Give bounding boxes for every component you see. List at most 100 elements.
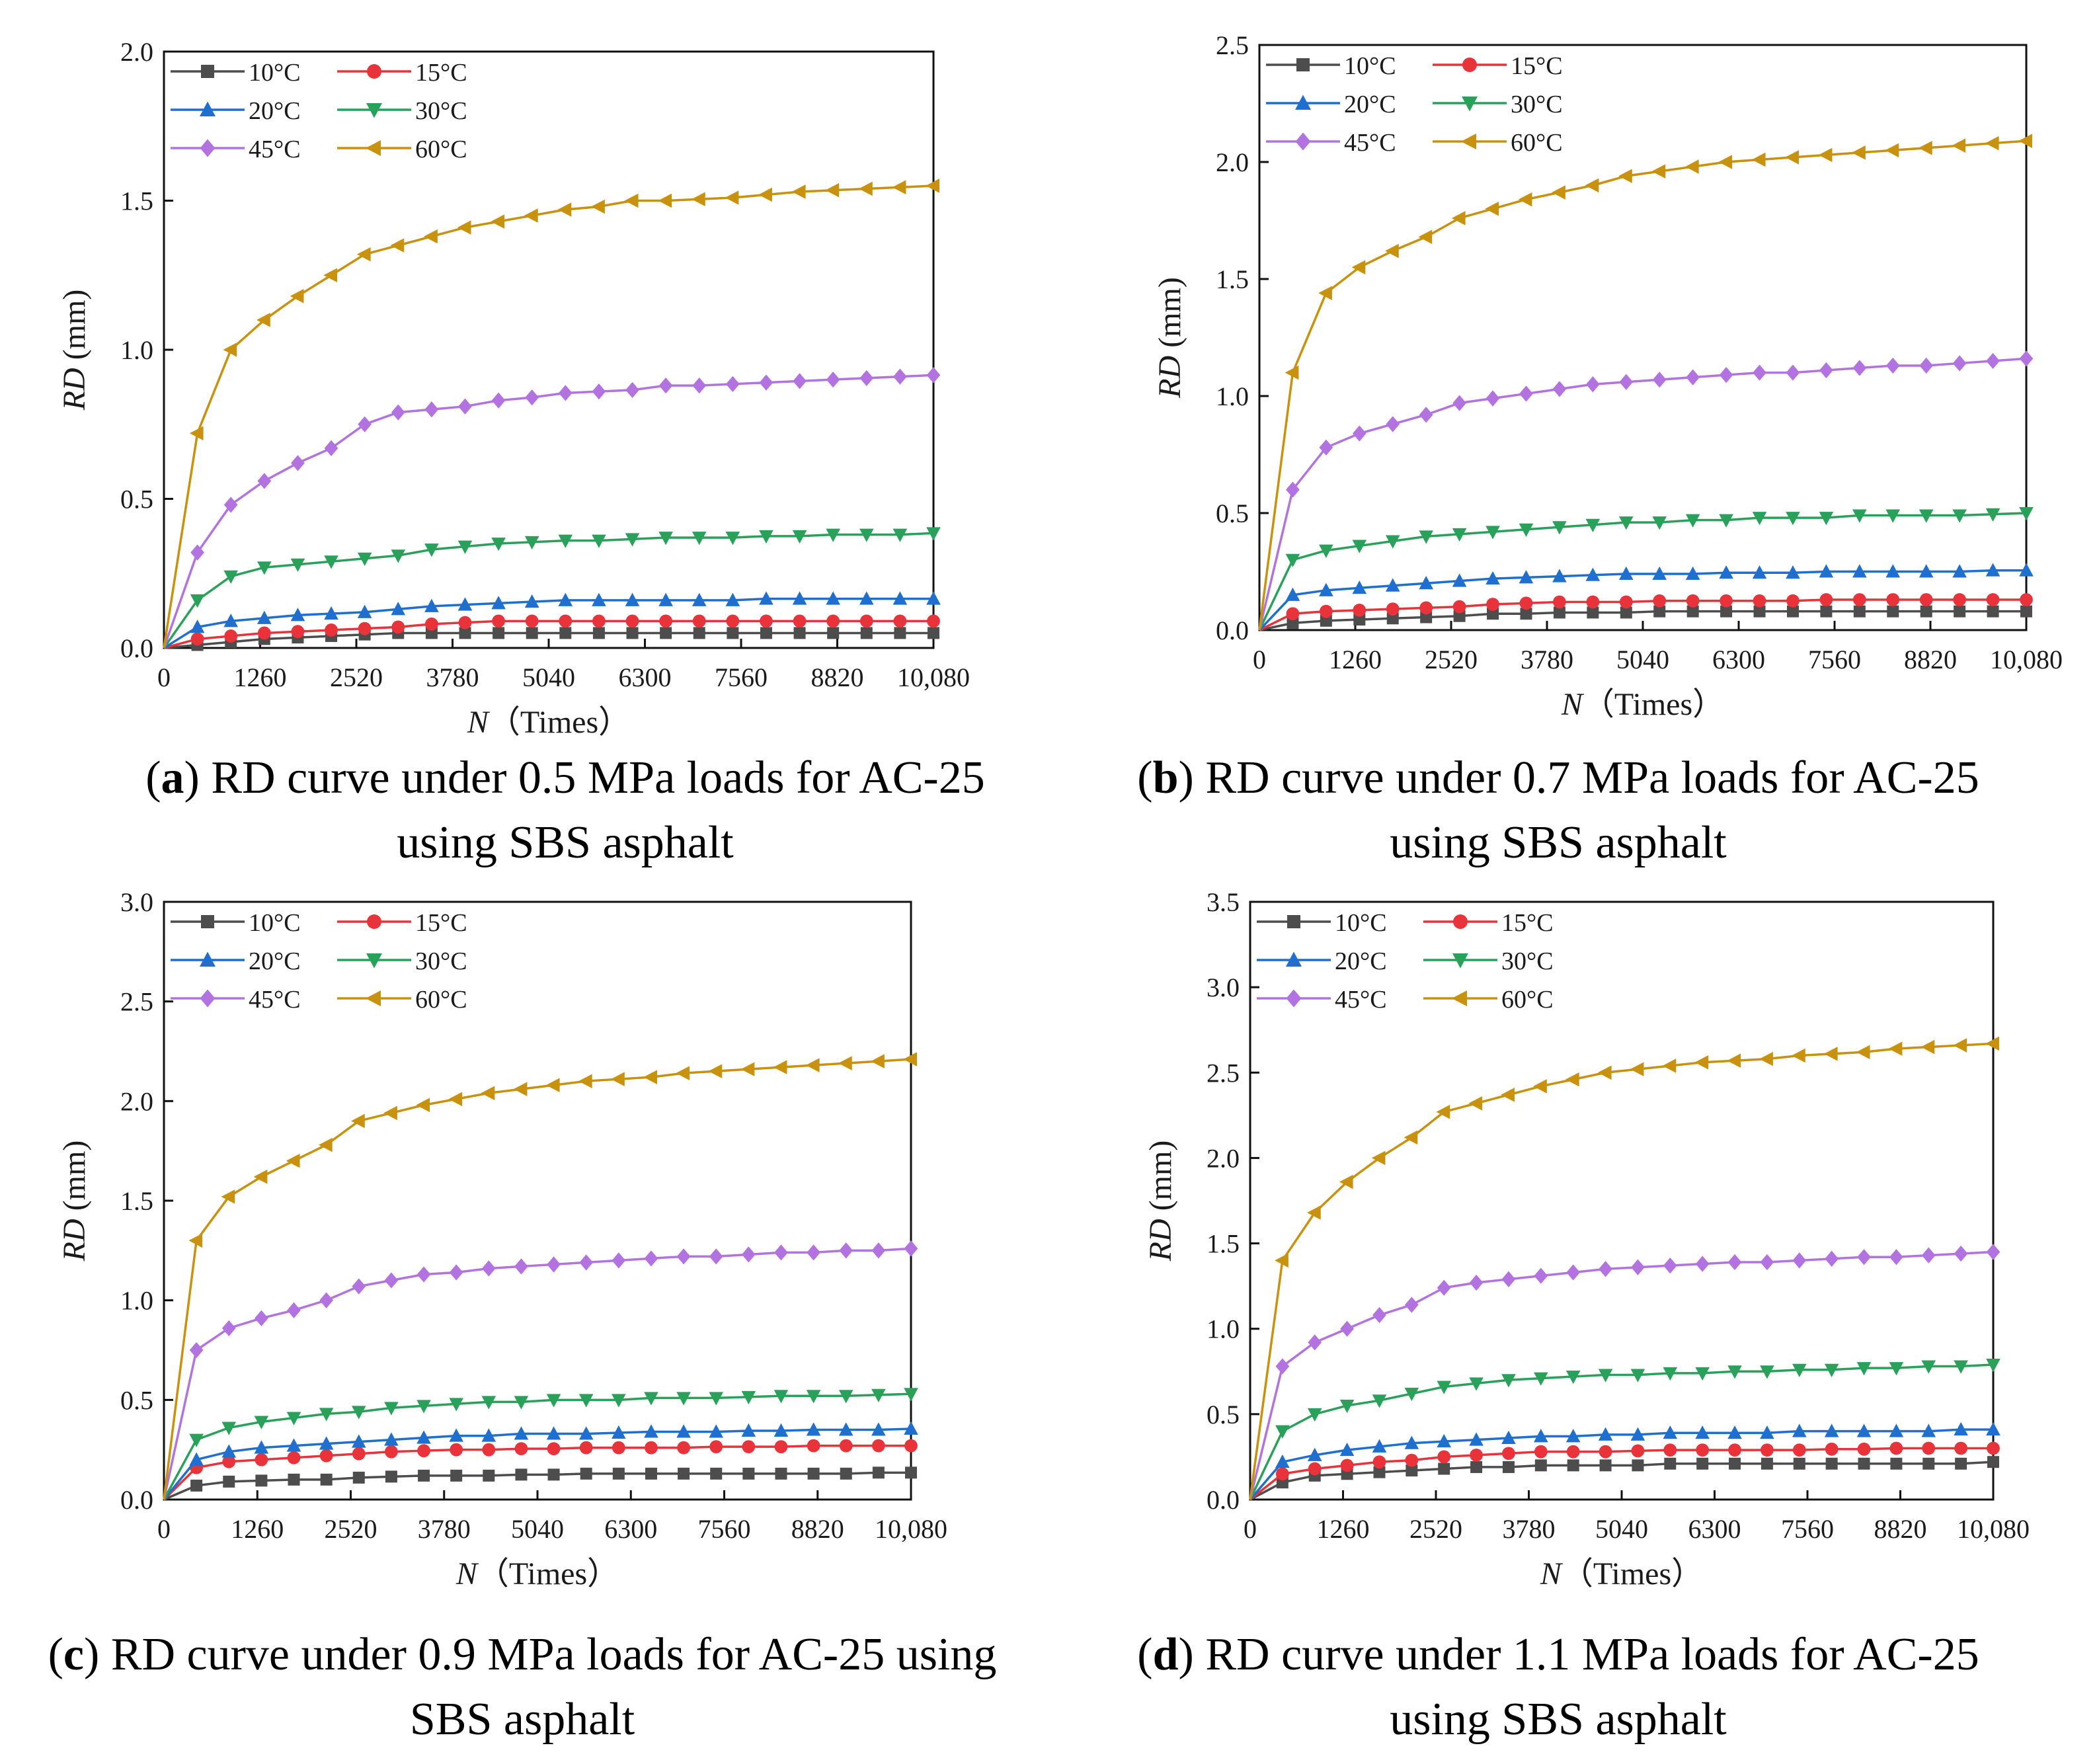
legend-label: 60°C [415, 136, 467, 163]
data-point [558, 592, 573, 606]
data-point [658, 193, 672, 208]
series-60c [1249, 1036, 1999, 1500]
data-point [1819, 564, 1834, 578]
data-point [838, 1056, 852, 1070]
data-point [1719, 565, 1733, 579]
data-point [1954, 1245, 1968, 1262]
series-45c [1258, 350, 2034, 631]
data-point [859, 614, 873, 628]
data-point [904, 1388, 918, 1402]
data-point [859, 181, 873, 196]
data-point [1761, 1457, 1773, 1470]
data-point [254, 1416, 269, 1429]
data-point [860, 627, 873, 639]
data-point [1452, 573, 1467, 587]
data-point [592, 627, 605, 639]
data-point [1786, 512, 1800, 526]
legend-item: 20°C [171, 947, 301, 975]
series-line [1258, 512, 2027, 631]
data-point [1886, 593, 1900, 606]
data-point [257, 313, 270, 327]
data-point [318, 1137, 333, 1152]
data-point [1786, 364, 1800, 381]
data-point [286, 1153, 300, 1168]
legend-item: 30°C [337, 947, 467, 975]
data-point [481, 1086, 495, 1101]
x-tick-label: 2520 [1425, 645, 1478, 674]
data-point [1631, 1444, 1645, 1458]
data-point [481, 1428, 496, 1442]
data-point [1889, 1362, 1904, 1376]
data-point [384, 1402, 399, 1416]
data-point [1852, 593, 1866, 606]
legend-marker [1287, 915, 1300, 928]
data-point [1534, 1459, 1547, 1472]
data-point [1760, 1425, 1774, 1439]
y-tick-label: 2.5 [1207, 1058, 1240, 1088]
data-point [592, 383, 606, 400]
legend-label: 45°C [249, 986, 301, 1014]
series-30c [163, 1388, 918, 1500]
data-point [1486, 598, 1499, 611]
data-point [2018, 134, 2032, 148]
caption-c: (c) RD curve under 0.9 MPa loads for AC-… [48, 1629, 997, 1745]
x-tick-label: 8820 [791, 1514, 844, 1544]
data-point [1986, 593, 2000, 606]
legend-item: 15°C [337, 59, 467, 87]
data-point [1954, 1360, 1968, 1374]
data-point [1307, 1205, 1321, 1220]
legend-marker [1286, 989, 1302, 1008]
chart-b: 0 1260 2520 3780 5040 6300 7560 8820 10,080 0.0 0.… [1152, 30, 2063, 722]
data-point [1696, 1457, 1709, 1470]
data-point [221, 1422, 237, 1435]
data-point [547, 1442, 561, 1456]
data-point [291, 455, 305, 471]
data-point [255, 1474, 268, 1487]
data-point [1485, 202, 1499, 216]
legend-item: 45°C [1266, 129, 1396, 157]
data-point [1719, 366, 1733, 383]
y-tick-label: 1.5 [120, 186, 153, 216]
y-axis-label-var: RD [1143, 1219, 1178, 1262]
data-point [483, 1469, 495, 1482]
data-point [725, 376, 740, 393]
legend-label: 10°C [249, 59, 301, 87]
data-point [416, 1098, 430, 1113]
legend-label: 30°C [1511, 91, 1563, 118]
data-point [1275, 1253, 1288, 1268]
data-point [692, 614, 706, 628]
data-point [424, 618, 438, 631]
series-10c [1249, 1456, 1999, 1501]
legend-marker [1461, 134, 1476, 149]
data-point [827, 627, 840, 639]
data-point [1986, 1422, 2000, 1436]
y-tick-label: 1.5 [1207, 1229, 1240, 1259]
data-point [1452, 395, 1466, 411]
data-point [928, 627, 939, 639]
data-point [1852, 145, 1866, 160]
series-line [163, 1247, 912, 1500]
data-point [1534, 1445, 1548, 1459]
legend-item: 10°C [171, 909, 301, 937]
data-point [1502, 1447, 1515, 1461]
data-point [1952, 138, 1966, 153]
data-point [287, 1451, 301, 1464]
data-point [1825, 1442, 1839, 1456]
data-point [324, 555, 338, 569]
data-point [660, 627, 672, 639]
chart-c: 0 1260 2520 3780 5040 6300 7560 8820 10,080 0.0 0.… [57, 887, 947, 1591]
data-point [1419, 407, 1433, 423]
data-point [893, 614, 907, 628]
data-point [1386, 612, 1399, 625]
data-point [611, 1072, 625, 1086]
data-point [1469, 1274, 1484, 1291]
data-point [189, 1452, 204, 1466]
y-axis-label: RD (mm) [57, 290, 92, 411]
data-point [1553, 606, 1565, 619]
x-tick-label: 5040 [522, 662, 575, 692]
series-15c [1259, 593, 2033, 631]
data-point [458, 616, 472, 629]
data-point [257, 561, 272, 575]
data-point [1599, 1459, 1612, 1472]
data-point [1921, 1247, 1936, 1263]
